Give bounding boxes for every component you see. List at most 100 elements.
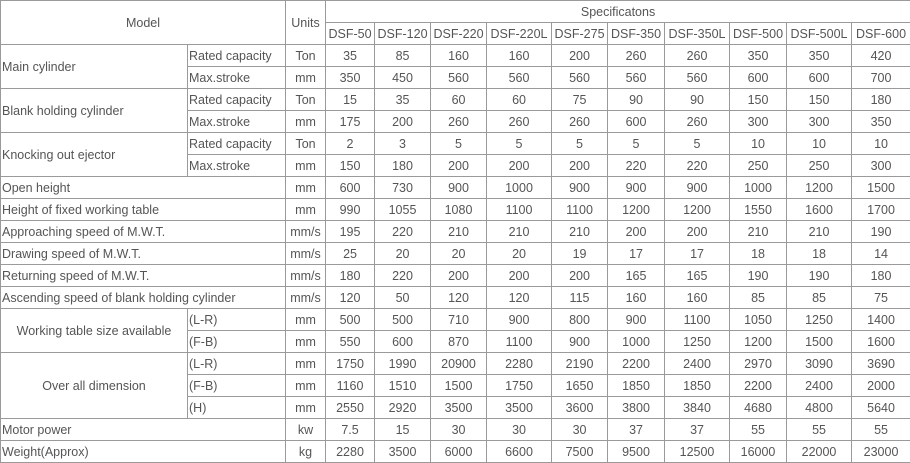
row-label: Drawing speed of M.W.T. [1, 243, 286, 265]
value-cell: 870 [431, 331, 487, 353]
value-cell: 115 [552, 287, 608, 309]
value-cell: 30 [487, 419, 552, 441]
row-label: Open height [1, 177, 286, 199]
value-cell: 560 [487, 67, 552, 89]
value-cell: 2 [326, 133, 375, 155]
value-cell: 2280 [487, 353, 552, 375]
value-cell: 175 [326, 111, 375, 133]
units-header: Units [286, 1, 326, 45]
value-cell: 350 [787, 45, 852, 67]
value-cell: 200 [431, 265, 487, 287]
value-cell: 1080 [431, 199, 487, 221]
value-cell: 5640 [852, 397, 910, 419]
value-cell: 1200 [787, 177, 852, 199]
value-cell: 600 [787, 67, 852, 89]
value-cell: 150 [787, 89, 852, 111]
value-cell: 160 [665, 287, 730, 309]
row-sublabel: (L-R) [188, 353, 286, 375]
value-cell: 85 [375, 45, 431, 67]
value-cell: 990 [326, 199, 375, 221]
value-cell: 10 [787, 133, 852, 155]
value-cell: 900 [608, 309, 665, 331]
value-cell: 180 [326, 265, 375, 287]
value-cell: 17 [608, 243, 665, 265]
value-cell: 190 [730, 265, 787, 287]
value-cell: 350 [730, 45, 787, 67]
value-cell: 560 [608, 67, 665, 89]
value-cell: 3500 [431, 397, 487, 419]
unit-cell: kw [286, 419, 326, 441]
value-cell: 1400 [852, 309, 910, 331]
value-cell: 350 [326, 67, 375, 89]
unit-cell: mm [286, 155, 326, 177]
model-header-cell: DSF-350L [665, 23, 730, 45]
row-sublabel: (F-B) [188, 331, 286, 353]
model-header-cell: DSF-500 [730, 23, 787, 45]
value-cell: 2550 [326, 397, 375, 419]
value-cell: 2190 [552, 353, 608, 375]
value-cell: 200 [487, 265, 552, 287]
value-cell: 210 [730, 221, 787, 243]
row-sublabel: Rated capacity [188, 133, 286, 155]
value-cell: 200 [375, 111, 431, 133]
row-label: Height of fixed working table [1, 199, 286, 221]
value-cell: 190 [787, 265, 852, 287]
model-header-cell: DSF-50 [326, 23, 375, 45]
value-cell: 1100 [665, 309, 730, 331]
row-label: Working table size available [1, 309, 188, 353]
row-sublabel: Max.stroke [188, 67, 286, 89]
value-cell: 5 [431, 133, 487, 155]
value-cell: 260 [431, 111, 487, 133]
value-cell: 260 [487, 111, 552, 133]
value-cell: 560 [665, 67, 730, 89]
value-cell: 150 [326, 155, 375, 177]
value-cell: 20 [375, 243, 431, 265]
value-cell: 1750 [487, 375, 552, 397]
header-row: Model Units Specificatons [1, 1, 910, 23]
value-cell: 1500 [787, 331, 852, 353]
model-header-cell: DSF-120 [375, 23, 431, 45]
unit-cell: mm/s [286, 287, 326, 309]
row-label: Returning speed of M.W.T. [1, 265, 286, 287]
row-label: Ascending speed of blank holding cylinde… [1, 287, 286, 309]
value-cell: 1100 [487, 199, 552, 221]
value-cell: 600 [326, 177, 375, 199]
value-cell: 420 [852, 45, 910, 67]
value-cell: 1750 [326, 353, 375, 375]
value-cell: 22000 [787, 441, 852, 463]
value-cell: 37 [665, 419, 730, 441]
value-cell: 20900 [431, 353, 487, 375]
value-cell: 90 [608, 89, 665, 111]
value-cell: 200 [608, 221, 665, 243]
row-sublabel: Rated capacity [188, 45, 286, 67]
value-cell: 260 [608, 45, 665, 67]
value-cell: 1990 [375, 353, 431, 375]
value-cell: 200 [431, 155, 487, 177]
value-cell: 710 [431, 309, 487, 331]
value-cell: 60 [487, 89, 552, 111]
value-cell: 250 [787, 155, 852, 177]
value-cell: 55 [852, 419, 910, 441]
value-cell: 35 [375, 89, 431, 111]
value-cell: 1600 [852, 331, 910, 353]
row-sublabel: (F-B) [188, 375, 286, 397]
value-cell: 800 [552, 309, 608, 331]
value-cell: 200 [552, 155, 608, 177]
value-cell: 550 [326, 331, 375, 353]
model-header-cell: DSF-220L [487, 23, 552, 45]
value-cell: 30 [431, 419, 487, 441]
value-cell: 55 [730, 419, 787, 441]
value-cell: 1850 [665, 375, 730, 397]
value-cell: 900 [665, 177, 730, 199]
value-cell: 3090 [787, 353, 852, 375]
row-sublabel: (L-R) [188, 309, 286, 331]
value-cell: 900 [552, 177, 608, 199]
model-header-cell: DSF-600 [852, 23, 910, 45]
unit-cell: mm [286, 331, 326, 353]
value-cell: 1050 [730, 309, 787, 331]
